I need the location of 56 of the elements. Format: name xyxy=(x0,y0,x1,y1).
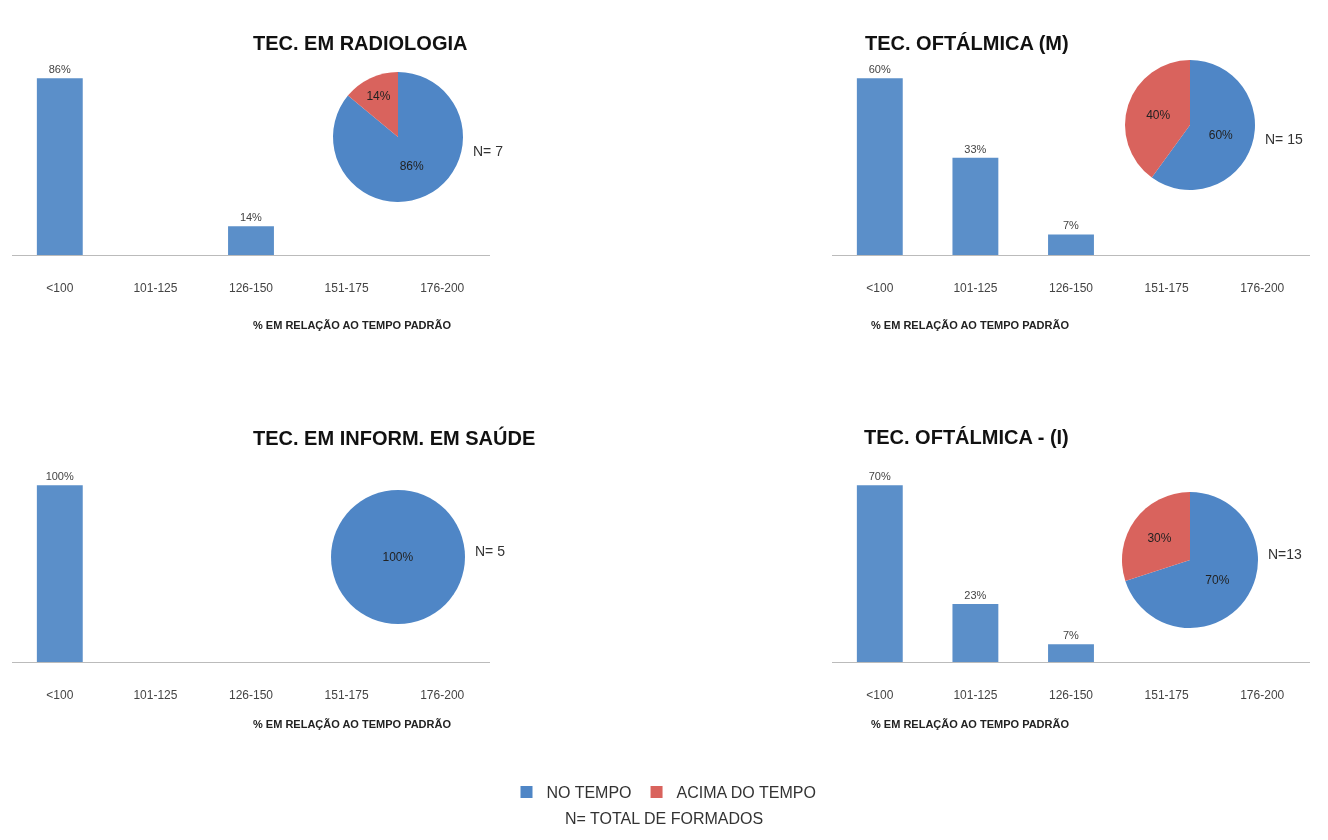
data-label: 40% xyxy=(1146,107,1171,122)
x-tick-label: 101-125 xyxy=(953,688,998,703)
data-label: 100% xyxy=(45,470,74,483)
data-label: 33% xyxy=(964,142,987,155)
data-label: 70% xyxy=(1205,572,1230,587)
x-tick-label: 101-125 xyxy=(133,281,178,296)
x-tick-label: 126-150 xyxy=(1048,281,1094,296)
data-label: 23% xyxy=(964,588,987,601)
chart-title: TEC. EM RADIOLOGIA xyxy=(253,32,468,54)
x-tick-label: <100 xyxy=(46,688,74,703)
pie-slice xyxy=(347,72,398,137)
data-label: 100% xyxy=(382,550,414,564)
x-tick-label: <100 xyxy=(866,688,894,703)
legend-label: NO TEMPO xyxy=(546,784,632,802)
chart-title: TEC. EM INFORM. EM SAÚDE xyxy=(253,426,536,449)
x-axis-title: % EM RELAÇÃO AO TEMPO PADRÃO xyxy=(871,718,1070,730)
data-label: 60% xyxy=(1208,128,1234,143)
data-label: 86% xyxy=(399,159,425,174)
x-tick-label: 101-125 xyxy=(953,281,998,296)
x-tick-label: 176-200 xyxy=(1240,688,1285,703)
x-tick-label: <100 xyxy=(866,281,894,296)
data-label: 7% xyxy=(1062,219,1080,232)
x-tick-label: <100 xyxy=(46,281,74,296)
x-axis-title: % EM RELAÇÃO AO TEMPO PADRÃO xyxy=(253,319,452,331)
x-tick-label: 151-175 xyxy=(1144,281,1189,296)
data-label: 70% xyxy=(868,470,891,483)
data-label: 30% xyxy=(1147,530,1172,545)
data-label: 86% xyxy=(48,63,71,76)
annotation: N=13 xyxy=(1268,546,1303,562)
x-tick-label: 126-150 xyxy=(228,688,274,703)
x-tick-label: 126-150 xyxy=(1048,688,1094,703)
x-tick-label: 176-200 xyxy=(420,281,465,296)
annotation: N= 5 xyxy=(475,543,506,559)
data-label: 14% xyxy=(366,88,391,103)
annotation: N= 7 xyxy=(473,143,504,159)
x-tick-label: 126-150 xyxy=(228,281,274,296)
data-label: 14% xyxy=(239,211,263,224)
legend-label: ACIMA DO TEMPO xyxy=(676,784,816,802)
chart-title: TEC. OFTÁLMICA (M) xyxy=(865,32,1069,54)
annotation: N= 15 xyxy=(1265,131,1303,147)
pie-slice xyxy=(1125,60,1190,178)
pie-slice xyxy=(1125,492,1258,628)
text: N= TOTAL DE FORMADOS xyxy=(565,810,764,827)
x-tick-label: 176-200 xyxy=(1240,281,1285,296)
x-axis-title: % EM RELAÇÃO AO TEMPO PADRÃO xyxy=(871,319,1070,331)
pie-slice xyxy=(333,72,463,202)
x-axis-title: % EM RELAÇÃO AO TEMPO PADRÃO xyxy=(253,718,452,730)
x-tick-label: 176-200 xyxy=(420,688,465,703)
x-tick-label: 101-125 xyxy=(133,688,178,703)
chart-title: TEC. OFTÁLMICA - (I) xyxy=(864,426,1069,448)
pie-slice xyxy=(1122,492,1190,582)
x-tick-label: 151-175 xyxy=(1144,688,1189,703)
x-tick-label: 151-175 xyxy=(324,281,369,296)
data-label: 7% xyxy=(1062,629,1080,642)
x-tick-label: 151-175 xyxy=(324,688,369,703)
data-label: 60% xyxy=(868,63,891,76)
